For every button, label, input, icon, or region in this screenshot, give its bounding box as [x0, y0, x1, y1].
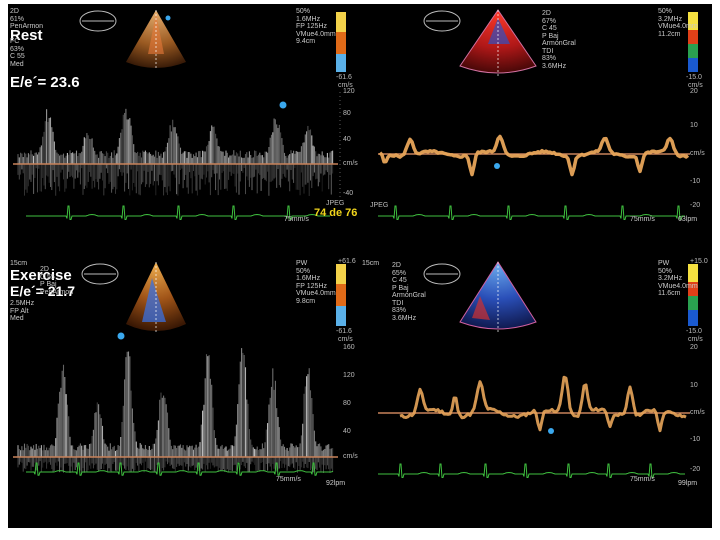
- scale-unit: cm/s: [688, 336, 703, 343]
- axis-tick-10: 10: [690, 122, 698, 129]
- axis-tick-20: 20: [690, 88, 698, 95]
- exercise-pw-info-left: 2D C 55 P Baj PenArmon: [40, 266, 74, 296]
- orientation-circle: [79, 10, 117, 32]
- scale-bottom: -15.0: [686, 328, 702, 335]
- axis-tick-160: 160: [343, 344, 355, 351]
- exercise-tdi-graphics: [378, 261, 698, 478]
- axis-tick-120: 120: [343, 372, 355, 379]
- axis-tick-80: 80: [343, 400, 351, 407]
- ecg-trace: [26, 205, 330, 220]
- exercise-label: Exercise: [10, 267, 72, 284]
- echo-figure: Rest E/e´= 23.6 2D 61% PenArmon FC 63% C 55 Me…: [8, 4, 712, 528]
- rest-tdi-graphics: [378, 9, 698, 220]
- info-left: 2D 61% PenArmon FC 63% C 55 Med: [10, 8, 44, 68]
- axis-tick-20: 20: [690, 344, 698, 351]
- scale-unit: cm/s: [338, 336, 353, 343]
- exercise-ratio: E/e´= 21.7: [10, 283, 75, 299]
- exercise-tdi-info-left: 2D 65% C 45 P Baj ArmónGral TDI 83% 3.6MHz: [392, 262, 426, 322]
- color-scale-bar: [336, 264, 346, 326]
- info-right: 50% 1.6MHz FP 125Hz VMue4.0mm 9.4cm: [296, 8, 336, 45]
- tdi-trace: [378, 134, 690, 177]
- frame-counter: 74 de 76: [314, 207, 358, 219]
- rest-label: Rest: [10, 27, 43, 44]
- heart-rate: 63lpm: [678, 216, 698, 223]
- info-right: 50% 3.2MHz VMue4.0mm 11.2cm: [658, 8, 698, 38]
- info-left: 15cm: [10, 260, 28, 267]
- cursor-marker: [494, 163, 500, 169]
- axis-tick-80: 80: [343, 110, 351, 117]
- axis-tick-40: 40: [343, 428, 351, 435]
- scale-top: +15.0: [690, 258, 708, 265]
- rest-tdi-panel: 50% 3.2MHz VMue4.0mm 11.2cm -15.0 cm/s 20 1…: [360, 4, 710, 264]
- cursor-marker: [279, 101, 287, 109]
- heart-rate: 92lpm: [326, 480, 346, 487]
- info-left: 15cm: [362, 260, 380, 267]
- ecg-trace: [378, 205, 685, 220]
- scale-bottom: -61.6: [336, 74, 352, 81]
- sweep-speed: 75mm/s: [630, 216, 655, 223]
- axis-tick-40: 40: [343, 136, 351, 143]
- info-right: PW 50% 3.2MHz VMue4.0mm 11.6cm: [658, 260, 698, 297]
- exercise-pw-panel: Exercise E/e´= 21.7 15cm 2.5MHz FP Alt Med…: [8, 256, 358, 516]
- axis-tick-120: 120: [343, 88, 355, 95]
- jpeg-label: JPEG: [326, 200, 345, 207]
- color-scale-bar: [336, 12, 346, 72]
- sweep-speed: 75mm/s: [630, 476, 655, 483]
- heart-rate: 99lpm: [678, 480, 698, 487]
- axis-tick-unit: cm/s: [690, 409, 705, 416]
- pw-doppler-spectrum: [17, 348, 334, 473]
- scale-top: +61.6: [338, 258, 356, 265]
- axis-tick-neg20: -20: [690, 466, 701, 473]
- color-scale-bar: [688, 12, 698, 72]
- info-left-lower: 2.5MHz FP Alt Med: [10, 300, 35, 322]
- axis-tick-unit: cm/s: [690, 150, 705, 157]
- scale-bottom: -15.0: [686, 74, 702, 81]
- axis-tick-unit: cm/s: [343, 160, 358, 167]
- exercise-pw-graphics: [13, 262, 346, 476]
- axis-tick-10: 10: [690, 382, 698, 389]
- ecg-trace: [378, 463, 685, 478]
- pw-doppler-spectrum: [17, 108, 334, 196]
- rest-tdi-info-left: 2D 67% C 45 P Baj ArmónGral TDI 83% 3.6MHz: [542, 10, 576, 70]
- sweep-speed: 75mm/s: [276, 476, 301, 483]
- axis-tick-neg20: -20: [690, 202, 701, 209]
- rest-pw-graphics: [13, 10, 346, 220]
- tdi-trace: [399, 375, 687, 433]
- rest-pw-panel: Rest E/e´= 23.6 2D 61% PenArmon FC 63% C 55 Me…: [8, 4, 358, 264]
- scale-bottom: -61.6: [336, 328, 352, 335]
- axis-tick-neg10: -10: [690, 436, 701, 443]
- cursor-marker: [117, 332, 125, 340]
- axis-tick-neg40: -40: [343, 190, 354, 197]
- jpeg-label: JPEG: [370, 202, 389, 209]
- scale-unit: cm/s: [338, 82, 353, 89]
- scale-unit: cm/s: [688, 82, 703, 89]
- color-scale-bar: [688, 264, 698, 326]
- ecg-trace: [26, 462, 334, 476]
- cursor-marker: [548, 428, 554, 434]
- rest-ratio: E/e´= 23.6: [10, 74, 80, 91]
- axis-tick-neg10: -10: [690, 178, 701, 185]
- axis-tick-unit: cm/s: [343, 453, 358, 460]
- info-right: PW 50% 1.6MHz FP 125Hz VMue4.0mm 9.8cm: [296, 260, 336, 305]
- sweep-speed: 75mm/s: [284, 216, 309, 223]
